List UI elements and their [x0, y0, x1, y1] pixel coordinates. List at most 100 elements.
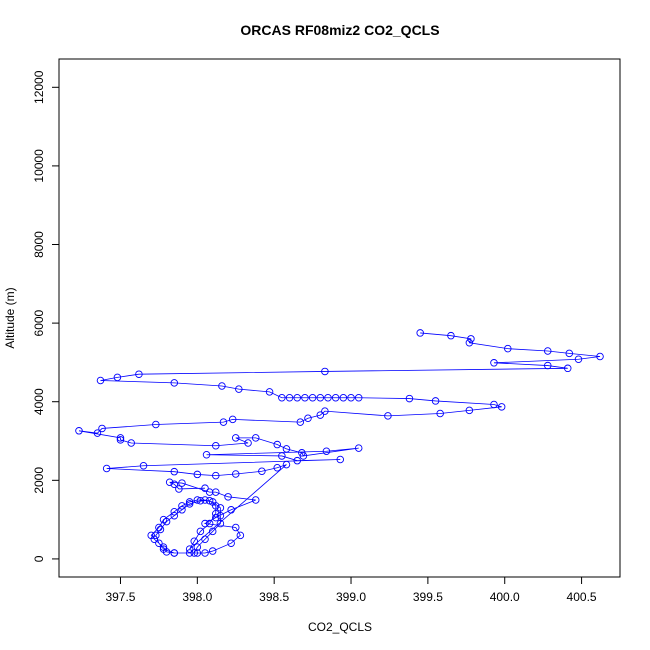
data-point: [490, 359, 498, 367]
data-point: [116, 434, 125, 442]
data-point: [251, 434, 260, 442]
data-point: [282, 460, 291, 469]
data-point: [185, 545, 194, 553]
data-point: [308, 394, 317, 402]
data-point: [298, 449, 306, 457]
data-point: [165, 478, 174, 487]
data-point: [155, 539, 163, 547]
chart-title: ORCAS RF08miz2 CO2_QCLS: [240, 22, 439, 38]
data-point: [102, 464, 111, 473]
y-tick-label: 0: [32, 555, 46, 562]
data-point: [116, 436, 125, 444]
data-point: [135, 370, 143, 378]
data-point: [155, 523, 163, 532]
data-point: [201, 519, 209, 528]
data-point: [497, 403, 506, 411]
data-point: [316, 411, 325, 419]
y-tick-label: 8000: [32, 231, 46, 258]
data-point: [235, 385, 243, 393]
data-point: [331, 394, 340, 402]
data-point: [354, 444, 363, 452]
data-point: [156, 525, 165, 534]
data-point: [265, 388, 274, 396]
data-point: [178, 502, 186, 510]
data-point: [193, 496, 202, 504]
data-point: [301, 394, 309, 402]
data-point: [467, 335, 475, 343]
data-point: [170, 549, 179, 557]
data-point: [201, 549, 209, 557]
data-point: [321, 367, 329, 376]
y-tick-label: 10000: [32, 149, 46, 183]
y-tick-label: 6000: [32, 309, 46, 336]
data-point: [354, 394, 363, 402]
data-point: [159, 543, 168, 551]
data-point: [321, 407, 329, 415]
data-point: [212, 502, 220, 510]
data-point: [178, 479, 186, 487]
data-point: [347, 394, 355, 402]
data-point: [431, 397, 440, 405]
data-point: [465, 339, 474, 347]
data-point: [185, 498, 194, 506]
data-point: [212, 513, 220, 522]
data-point: [193, 543, 202, 551]
data-point: [208, 547, 217, 555]
data-point: [405, 394, 414, 403]
data-point: [193, 549, 202, 557]
data-point: [232, 434, 240, 442]
data-point: [544, 361, 552, 370]
data-point: [147, 531, 155, 540]
data-point: [178, 506, 186, 514]
data-point: [282, 445, 291, 453]
data-point: [565, 349, 574, 358]
data-point: [232, 470, 240, 478]
data-point: [175, 485, 183, 493]
data-point: [596, 352, 604, 361]
data-point: [563, 364, 572, 373]
data-point: [152, 420, 160, 429]
data-point: [196, 527, 205, 536]
x-axis-label: CO2_QCLS: [308, 620, 372, 634]
data-point: [205, 519, 214, 528]
data-point: [152, 531, 160, 540]
data-point: [504, 344, 512, 353]
x-tick-label: 398.0: [182, 590, 212, 604]
data-point: [293, 456, 301, 465]
data-point: [574, 355, 583, 364]
data-point: [322, 447, 331, 455]
data-point: [205, 497, 214, 505]
data-point: [185, 500, 194, 508]
x-tick-label: 399.0: [336, 590, 366, 604]
data-point: [190, 549, 199, 557]
data-point: [278, 394, 286, 402]
data-point: [216, 519, 225, 528]
data-point: [212, 471, 220, 480]
data-point: [273, 463, 282, 472]
data-point: [170, 511, 179, 520]
data-point: [285, 394, 294, 402]
data-point: [227, 506, 235, 514]
data-point: [236, 531, 245, 540]
data-point: [227, 539, 235, 547]
data-point: [170, 508, 179, 516]
data-point: [216, 511, 225, 520]
data-point: [224, 493, 232, 501]
data-point: [339, 394, 348, 402]
data-point: [244, 439, 252, 447]
data-point: [219, 418, 228, 426]
data-point: [96, 376, 105, 385]
x-tick-label: 397.5: [105, 590, 135, 604]
data-point: [218, 382, 226, 390]
data-point: [208, 527, 217, 536]
y-tick-label: 2000: [32, 467, 46, 494]
data-point: [278, 452, 286, 460]
data-point: [170, 379, 179, 387]
data-point: [336, 455, 345, 464]
data-point: [98, 424, 106, 433]
data-point: [228, 415, 237, 424]
data-point: [465, 406, 474, 415]
y-axis-label: Altitude (m): [3, 287, 17, 348]
